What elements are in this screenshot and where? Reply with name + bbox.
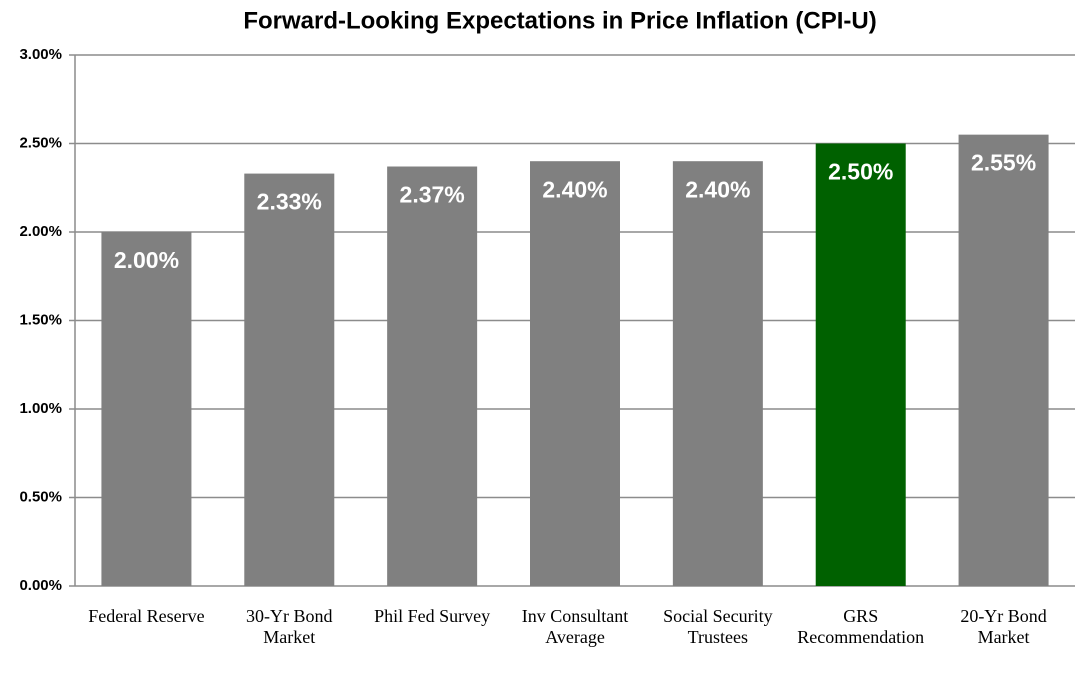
bar xyxy=(244,173,335,586)
x-tick-label: Inv Consultant Average xyxy=(521,606,629,647)
y-tick-label: 0.50% xyxy=(19,488,62,505)
data-label: 2.50% xyxy=(828,159,893,185)
data-label: 2.40% xyxy=(542,176,607,202)
y-tick-label: 1.50% xyxy=(19,311,62,328)
x-tick-label-box: 30-Yr Bond Market xyxy=(229,606,349,648)
x-tick-label: Federal Reserve xyxy=(88,606,205,626)
data-label: 2.33% xyxy=(257,189,322,215)
y-tick-label: 3.00% xyxy=(19,46,62,63)
y-tick-label: 2.50% xyxy=(19,134,62,151)
y-tick-label: 0.00% xyxy=(19,577,62,594)
x-tick-label-box: Phil Fed Survey xyxy=(372,606,492,627)
y-tick-label: 2.00% xyxy=(19,223,62,240)
data-label: 2.55% xyxy=(971,150,1036,176)
data-label: 2.37% xyxy=(400,182,465,208)
x-tick-label-box: Inv Consultant Average xyxy=(515,606,635,648)
x-tick-label: Social Security Trustees xyxy=(663,606,773,647)
bar xyxy=(958,134,1049,586)
y-tick-label: 1.00% xyxy=(19,400,62,417)
data-label: 2.00% xyxy=(114,247,179,273)
bar xyxy=(815,143,906,586)
chart-title: Forward-Looking Expectations in Price In… xyxy=(243,7,876,34)
x-tick-label-box: Federal Reserve xyxy=(86,606,206,627)
bar xyxy=(672,161,763,586)
bar xyxy=(101,232,192,586)
x-tick-label-box: GRS Recommendation xyxy=(797,606,924,648)
data-label: 2.40% xyxy=(685,176,750,202)
bar xyxy=(530,161,620,586)
x-tick-label: 30-Yr Bond Market xyxy=(246,606,333,647)
x-tick-label-box: Social Security Trustees xyxy=(658,606,778,648)
x-tick-label: 20-Yr Bond Market xyxy=(960,606,1047,647)
x-tick-label-box: 20-Yr Bond Market xyxy=(944,606,1064,648)
x-tick-label: Phil Fed Survey xyxy=(374,606,491,626)
x-tick-label: GRS Recommendation xyxy=(797,606,925,647)
bar xyxy=(387,166,478,586)
